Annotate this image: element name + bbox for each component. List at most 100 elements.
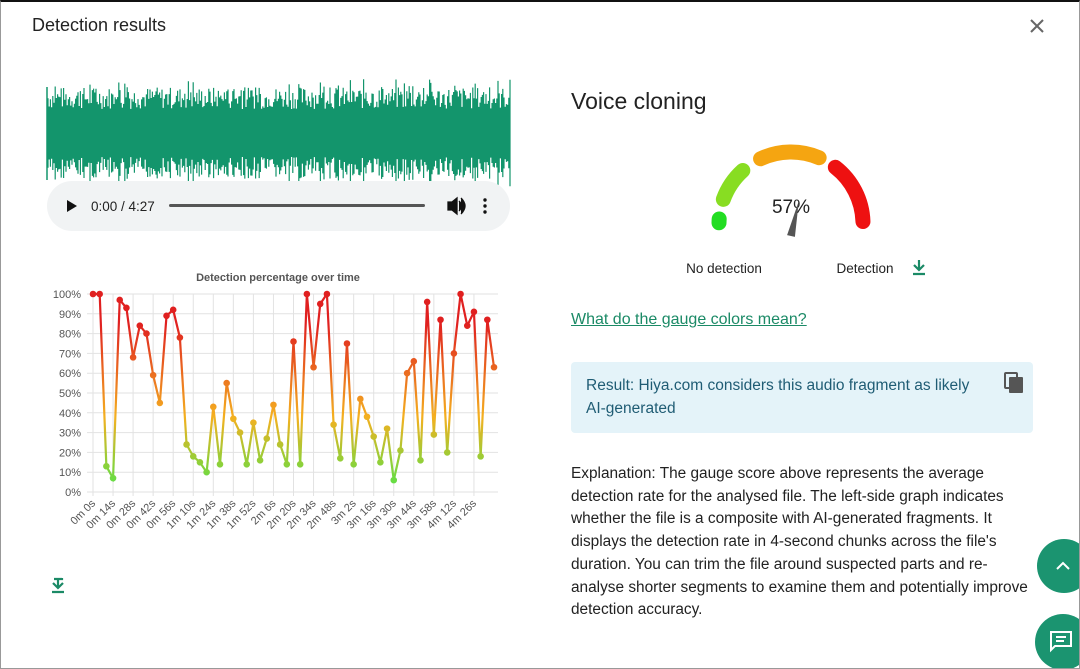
x-tick-label: 0m 28s xyxy=(104,497,138,531)
x-tick-label: 3m 16s xyxy=(345,497,379,531)
y-tick-label: 10% xyxy=(59,467,81,479)
player-menu[interactable] xyxy=(483,198,486,213)
x-tick-label: 0m 0s xyxy=(68,497,98,527)
gauge-needle xyxy=(787,201,799,237)
gauge-max-label: Detection xyxy=(836,261,893,276)
data-point xyxy=(144,331,150,337)
gauge-segment xyxy=(723,170,742,199)
x-tick-label: 1m 24s xyxy=(184,497,218,531)
data-point xyxy=(351,461,357,467)
scroll-top-icon xyxy=(1057,563,1069,569)
data-point xyxy=(204,469,210,475)
gauge-segment xyxy=(761,152,820,159)
x-tick-label: 1m 38s xyxy=(204,497,238,531)
data-point xyxy=(264,436,270,442)
data-point xyxy=(378,460,384,466)
data-point xyxy=(391,477,397,483)
y-tick-label: 20% xyxy=(59,447,81,459)
data-point xyxy=(170,307,176,313)
data-point xyxy=(224,380,230,386)
series-line xyxy=(93,294,494,480)
x-tick-label: 0m 14s xyxy=(84,497,118,531)
data-point xyxy=(257,458,263,464)
data-point xyxy=(311,364,317,370)
y-tick-label: 90% xyxy=(59,309,81,321)
data-point xyxy=(211,404,217,410)
chat-icon xyxy=(1051,632,1071,650)
data-point xyxy=(231,416,237,422)
data-point xyxy=(324,291,330,297)
x-tick-label: 3m 58s xyxy=(405,497,439,531)
data-point xyxy=(398,448,404,454)
x-tick-label: 2m 6s xyxy=(249,497,279,527)
chart: 0%10%20%30%40%50%60%70%80%90%100%0m 0s0m… xyxy=(53,289,498,532)
data-point xyxy=(137,323,143,329)
download-chart[interactable] xyxy=(52,578,64,592)
data-point xyxy=(344,341,350,347)
x-tick-label: 1m 10s xyxy=(164,497,198,531)
data-point xyxy=(364,414,370,420)
close-button[interactable] xyxy=(1031,20,1043,32)
data-point xyxy=(117,297,123,303)
data-point xyxy=(177,335,183,341)
x-tick-label: 2m 20s xyxy=(265,497,299,531)
gauge-min-label: No detection xyxy=(686,261,762,276)
waveform-bars xyxy=(48,79,510,187)
progress-bar[interactable] xyxy=(169,204,425,207)
data-point xyxy=(304,291,310,297)
data-point xyxy=(244,461,250,467)
data-point xyxy=(217,461,223,467)
data-point xyxy=(491,364,497,370)
result-box: Result: Hiya.com considers this audio fr… xyxy=(571,362,1033,433)
player-time: 0:00 / 4:27 xyxy=(91,199,155,214)
data-point xyxy=(130,355,136,361)
data-point xyxy=(284,461,290,467)
data-point xyxy=(337,456,343,462)
explanation: Explanation: The gauge score above repre… xyxy=(571,463,1039,622)
data-point xyxy=(485,317,491,323)
scroll-top-button[interactable] xyxy=(1037,539,1080,593)
chart-title: Detection percentage over time xyxy=(196,272,360,284)
data-point xyxy=(124,305,130,311)
gauge-help-link[interactable]: What do the gauge colors mean? xyxy=(571,311,807,329)
data-point xyxy=(358,396,364,402)
data-point xyxy=(458,291,464,297)
data-point xyxy=(190,454,196,460)
data-point xyxy=(418,458,424,464)
play-button[interactable] xyxy=(67,200,77,212)
data-point xyxy=(404,370,410,376)
y-tick-label: 50% xyxy=(59,388,81,400)
audio-player xyxy=(47,181,510,231)
x-tick-label: 2m 34s xyxy=(285,497,319,531)
volume-button[interactable] xyxy=(448,198,465,214)
data-point xyxy=(451,351,457,357)
data-point xyxy=(438,317,444,323)
data-point xyxy=(251,420,257,426)
chat-button[interactable] xyxy=(1035,614,1080,669)
data-point xyxy=(97,291,103,297)
x-tick-label: 4m 12s xyxy=(425,497,459,531)
data-point xyxy=(297,461,303,467)
y-tick-label: 80% xyxy=(59,329,81,341)
download-report[interactable] xyxy=(913,260,925,274)
y-tick-label: 40% xyxy=(59,408,81,420)
y-tick-label: 70% xyxy=(59,348,81,360)
data-point xyxy=(237,430,243,436)
y-tick-label: 100% xyxy=(53,289,81,301)
data-point xyxy=(317,301,323,307)
data-point xyxy=(291,339,297,345)
data-point xyxy=(424,299,430,305)
data-point xyxy=(371,434,377,440)
data-point xyxy=(110,475,116,481)
y-tick-label: 60% xyxy=(59,368,81,380)
y-tick-label: 30% xyxy=(59,428,81,440)
gauge-value-label: 57% xyxy=(772,197,810,218)
data-point xyxy=(444,450,450,456)
x-tick-label: 1m 52s xyxy=(225,497,259,531)
x-tick-label: 3m 44s xyxy=(385,497,419,531)
data-point xyxy=(331,422,337,428)
gauge-segment xyxy=(835,167,863,221)
data-point xyxy=(471,309,477,315)
